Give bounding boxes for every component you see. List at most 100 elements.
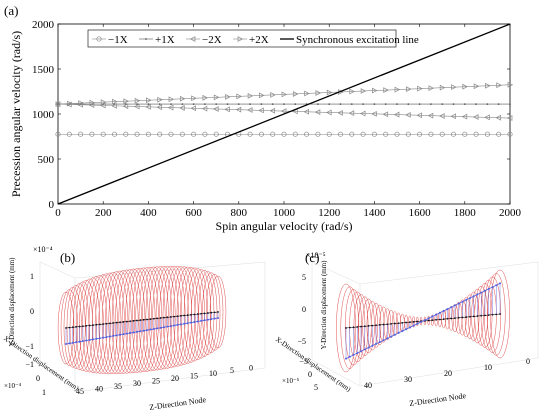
data-point: [260, 103, 263, 105]
data-point: [350, 103, 353, 105]
z-tick-label: 0: [249, 364, 253, 373]
mode-node: [179, 323, 182, 326]
x-tick: 1: [42, 388, 46, 397]
x-tick-label: 200: [95, 207, 112, 219]
panel-b-z-ticks: 45 40 35 30 25 20 15 10 5 0: [76, 364, 253, 396]
data-point: [190, 105, 196, 112]
orbit-ellipse: [180, 267, 202, 363]
data-point: [384, 103, 387, 105]
data-point: [417, 131, 423, 137]
legend-label: Synchronous excitation line: [296, 34, 419, 46]
mode-node: [176, 323, 179, 326]
data-point: [123, 98, 129, 105]
data-point: [484, 131, 490, 137]
data-point: [441, 103, 444, 105]
data-point: [509, 103, 511, 105]
orbit-ellipse: [85, 276, 108, 374]
z-tick-label: 5: [230, 366, 234, 375]
data-point: [485, 82, 491, 89]
mode-node: [206, 318, 209, 321]
panel-b-label: (b): [60, 250, 75, 265]
mode-node: [472, 295, 475, 298]
panel-c-label: (c): [305, 250, 319, 265]
data-point: [235, 106, 242, 113]
data-point: [258, 131, 264, 137]
mode-node: [65, 343, 67, 345]
z-tick-label: 20: [171, 374, 179, 383]
data-point: [100, 102, 106, 109]
panel-b-x-exponent: ×10⁻⁴: [4, 382, 22, 390]
orbit-ellipse: [101, 272, 125, 375]
panel-a-label: (a): [4, 3, 18, 18]
data-point: [134, 97, 141, 104]
data-point: [315, 90, 322, 96]
mode-node: [499, 282, 501, 285]
series--1x: [57, 103, 511, 105]
data-point: [167, 104, 174, 111]
data-point: [226, 103, 229, 105]
panel-b-mode-lines: [65, 311, 219, 345]
mode-node: [149, 328, 152, 331]
data-point: [372, 87, 378, 94]
data-point: [473, 83, 480, 90]
orbit-ellipse: [72, 281, 93, 371]
data-point: [450, 113, 456, 120]
mode-node: [483, 289, 486, 292]
legend-label: −1X: [108, 34, 128, 46]
data-point: [383, 87, 389, 93]
mode-node: [450, 306, 453, 309]
data-point: [192, 103, 195, 105]
mode-node: [386, 337, 389, 340]
data-point: [315, 131, 321, 137]
data-point: [418, 103, 421, 105]
mode-node: [420, 320, 423, 323]
data-point: [201, 105, 208, 112]
data-point: [394, 86, 401, 93]
mode-node: [217, 317, 219, 319]
data-point: [78, 131, 84, 137]
x-tick: 0: [36, 374, 40, 383]
axis-node-line: [65, 311, 219, 329]
orbit-ellipse: [63, 287, 82, 368]
mode-node: [162, 326, 165, 329]
orbit-ellipse: [155, 266, 179, 369]
mode-node: [152, 327, 155, 330]
mode-node: [112, 334, 115, 337]
x-tick-label: 0: [55, 207, 61, 219]
mode-node: [371, 344, 374, 347]
data-point: [417, 85, 423, 92]
data-point: [506, 115, 513, 121]
data-point: [496, 131, 502, 137]
x-tick: −1: [25, 360, 34, 369]
data-point: [439, 131, 445, 137]
mode-node: [442, 309, 445, 312]
y-tick: 5: [302, 273, 306, 282]
legend-label: +1X: [155, 34, 175, 46]
mode-node: [75, 341, 78, 344]
orbit-ellipse: [105, 271, 129, 374]
orbit-ellipse: [145, 266, 169, 371]
z-tick-label: 15: [190, 371, 198, 380]
mode-shape-line: [65, 317, 219, 345]
data-point: [450, 131, 457, 137]
orbit-ellipse: [205, 274, 224, 351]
panel-b-x-ticks: −1 0 1: [25, 360, 46, 397]
mode-node: [352, 353, 355, 356]
orbit-ellipse: [366, 300, 378, 351]
data-point: [111, 102, 117, 109]
orbit-ellipse: [159, 265, 183, 368]
data-point: [204, 103, 206, 105]
data-point: [473, 131, 479, 137]
mode-node: [431, 315, 434, 318]
mode-node: [156, 327, 159, 330]
data-point: [427, 112, 434, 119]
data-point: [393, 111, 400, 118]
mode-node: [397, 331, 400, 334]
orbit-ellipse: [111, 270, 136, 374]
x-tick-label: 1400: [363, 207, 386, 219]
data-point: [247, 92, 254, 99]
mode-node: [446, 308, 449, 311]
data-point: [292, 91, 299, 97]
orbit-ellipse: [121, 268, 146, 374]
mode-node: [438, 311, 441, 314]
